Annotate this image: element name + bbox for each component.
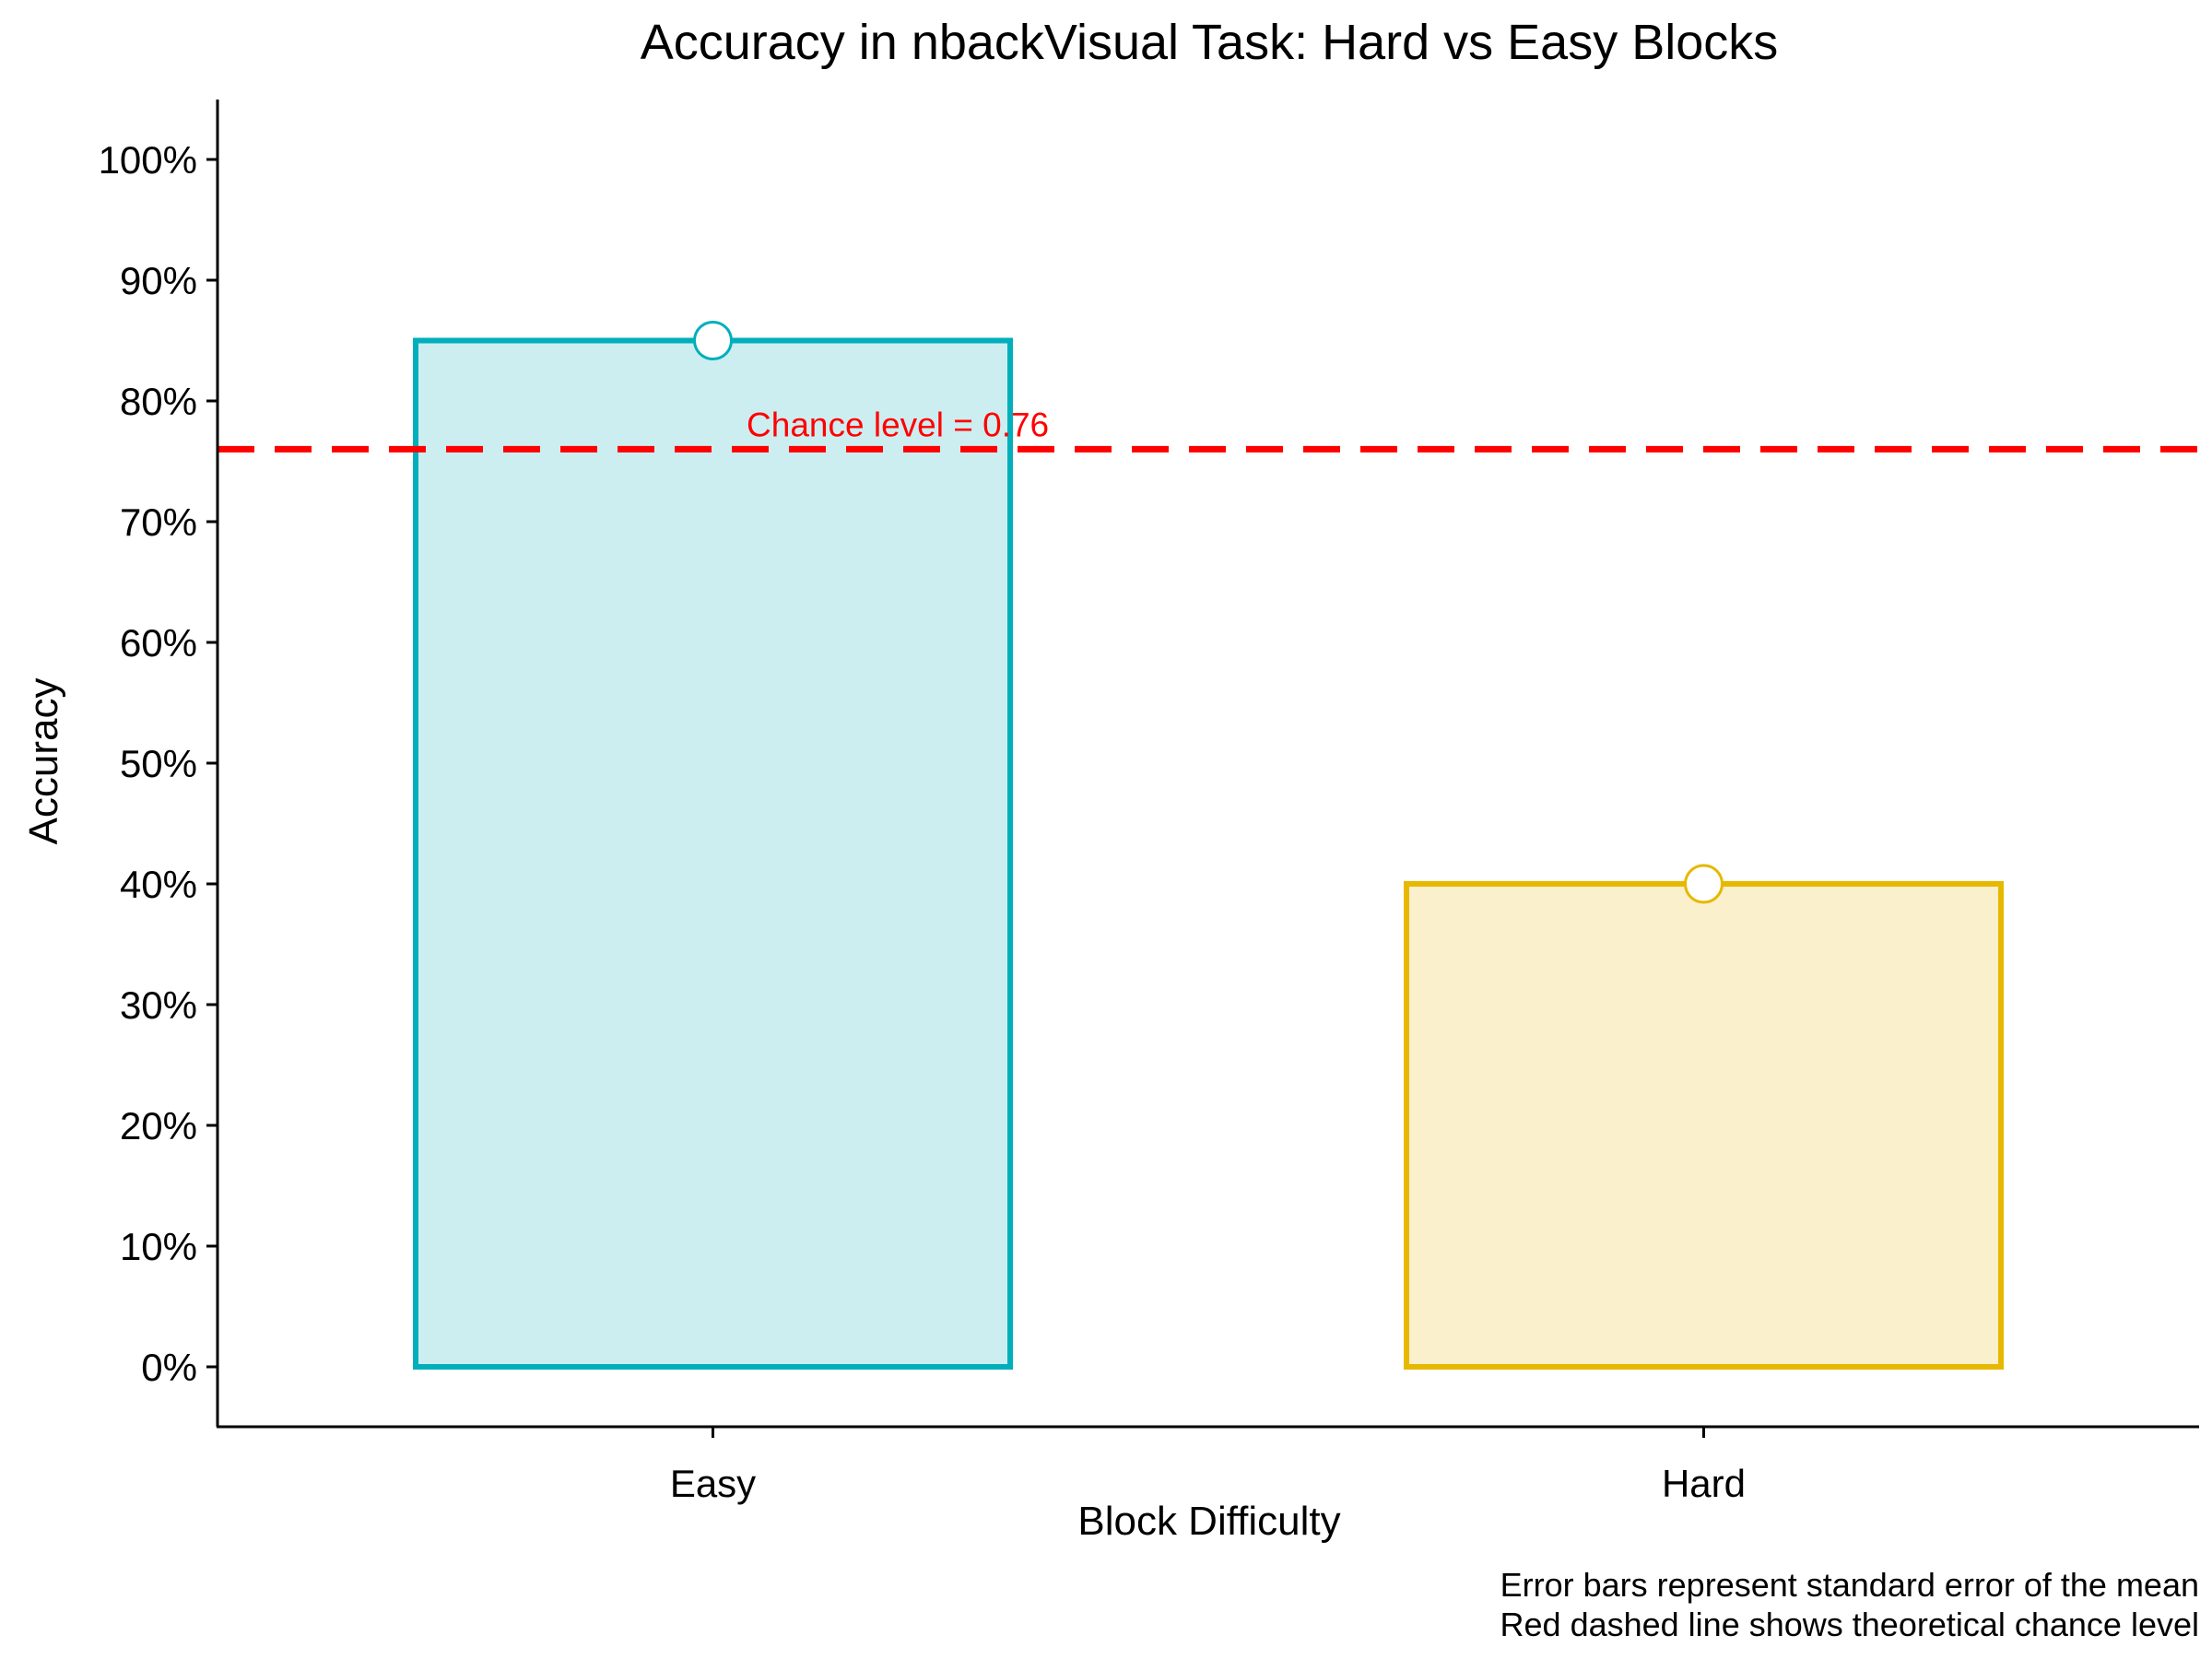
- mean-points: [693, 321, 1724, 904]
- x-tick-label: Easy: [670, 1462, 756, 1505]
- bar-hard: [1404, 881, 2004, 1370]
- chart-title: Accuracy in nbackVisual Task: Hard vs Ea…: [641, 15, 1779, 70]
- mean-point-hard: [1684, 864, 1724, 904]
- x-axis-title: Block Difficulty: [1077, 1499, 1340, 1544]
- y-tick-label: 0%: [141, 1346, 197, 1389]
- bars: [413, 337, 2004, 1370]
- bar-easy: [413, 337, 1013, 1370]
- x-tick-label: Hard: [1662, 1462, 1746, 1505]
- y-axis-title: Accuracy: [21, 678, 66, 845]
- y-tick-label: 90%: [120, 259, 197, 302]
- chance-level-label: Chance level = 0.76: [747, 406, 1049, 443]
- y-tick-label: 30%: [120, 983, 197, 1027]
- y-tick-label: 10%: [120, 1225, 197, 1268]
- y-axis-ticks: 0% 10% 20% 30% 40% 50% 60% 70% 80% 90% 100%: [99, 138, 218, 1389]
- caption-line-2: Red dashed line shows theoretical chance…: [1500, 1606, 2199, 1643]
- y-tick-label: 20%: [120, 1104, 197, 1147]
- y-tick-label: 40%: [120, 863, 197, 906]
- y-tick-label: 80%: [120, 380, 197, 423]
- y-tick-label: 100%: [99, 138, 197, 182]
- y-tick-label: 70%: [120, 500, 197, 544]
- mean-point-easy: [693, 321, 733, 360]
- y-tick-label: 60%: [120, 621, 197, 665]
- y-tick-label: 50%: [120, 742, 197, 785]
- caption-line-1: Error bars represent standard error of t…: [1500, 1566, 2199, 1604]
- x-axis-ticks: Easy Hard: [670, 1427, 1746, 1505]
